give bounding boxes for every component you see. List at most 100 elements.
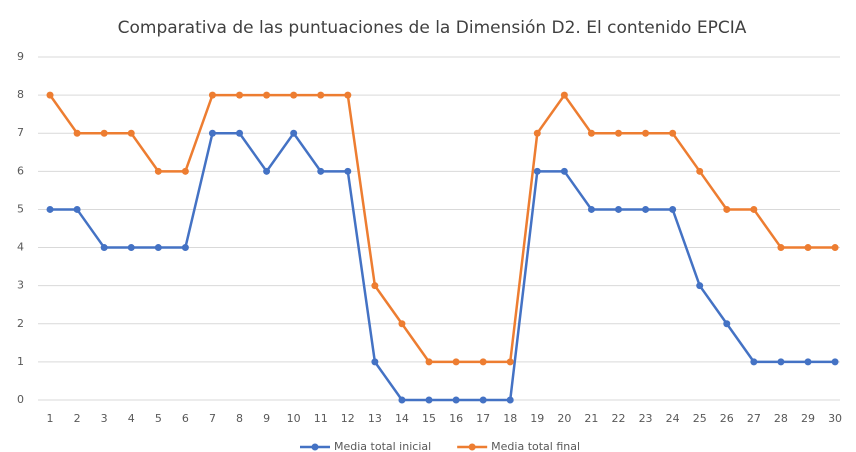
point <box>831 244 839 252</box>
point <box>669 205 677 213</box>
x-tick-label: 24 <box>666 412 680 425</box>
point <box>723 205 731 213</box>
point <box>236 91 244 99</box>
x-tick-label: 18 <box>503 412 517 425</box>
point <box>398 396 406 404</box>
point <box>154 167 162 175</box>
point <box>317 91 325 99</box>
legend-marker <box>468 443 476 451</box>
y-tick-label: 5 <box>17 202 24 215</box>
x-tick-label: 30 <box>828 412 842 425</box>
x-tick-label: 16 <box>449 412 463 425</box>
y-tick-label: 2 <box>17 317 24 330</box>
point <box>127 129 135 137</box>
y-tick-label: 1 <box>17 355 24 368</box>
series-line <box>50 131 836 402</box>
point <box>696 167 704 175</box>
x-tick-label: 4 <box>128 412 135 425</box>
x-tick-label: 27 <box>747 412 761 425</box>
point <box>127 244 135 252</box>
point <box>425 358 433 366</box>
point <box>560 91 568 99</box>
legend-label: Media total final <box>491 440 580 452</box>
x-tick-label: 22 <box>612 412 626 425</box>
point <box>398 320 406 328</box>
x-tick-label: 10 <box>287 412 301 425</box>
point <box>425 396 433 404</box>
x-tick-label: 15 <box>422 412 436 425</box>
x-tick-label: 13 <box>368 412 382 425</box>
point <box>452 358 460 366</box>
point <box>317 167 325 175</box>
y-tick-label: 6 <box>17 164 24 177</box>
point <box>208 91 216 99</box>
x-tick-label: 1 <box>47 412 54 425</box>
x-tick-label: 25 <box>693 412 707 425</box>
chart-title: Comparativa de las puntuaciones de la Di… <box>118 18 747 38</box>
point <box>723 320 731 328</box>
point <box>506 396 514 404</box>
point <box>533 167 541 175</box>
x-tick-label: 29 <box>801 412 815 425</box>
series-line <box>49 92 836 364</box>
point <box>533 129 541 137</box>
x-tick-label: 21 <box>584 412 598 425</box>
x-tick-label: 7 <box>209 412 216 425</box>
point <box>46 91 54 99</box>
point <box>452 396 460 404</box>
point <box>344 91 352 99</box>
point <box>479 396 487 404</box>
legend-marker <box>311 443 319 451</box>
y-tick-label: 8 <box>17 88 24 101</box>
point <box>831 358 839 366</box>
point <box>290 91 298 99</box>
point <box>263 167 271 175</box>
y-tick-label: 3 <box>17 279 24 292</box>
point <box>344 167 352 175</box>
y-tick-label: 7 <box>17 126 24 139</box>
legend-label: Media total inicial <box>334 440 431 452</box>
x-tick-label: 28 <box>774 412 788 425</box>
y-tick-label: 4 <box>17 241 24 254</box>
x-tick-label: 2 <box>74 412 81 425</box>
y-tick-label: 0 <box>17 393 24 406</box>
point <box>615 205 623 213</box>
point <box>587 129 595 137</box>
x-tick-label: 20 <box>557 412 571 425</box>
point <box>777 244 785 252</box>
x-tick-label: 9 <box>263 412 270 425</box>
point <box>804 244 812 252</box>
point <box>154 244 162 252</box>
x-tick-label: 3 <box>101 412 108 425</box>
x-tick-label: 6 <box>182 412 189 425</box>
point <box>615 129 623 137</box>
x-tick-label: 19 <box>530 412 544 425</box>
point <box>208 129 216 137</box>
point <box>587 205 595 213</box>
x-tick-label: 14 <box>395 412 409 425</box>
x-tick-label: 11 <box>314 412 328 425</box>
point <box>750 205 758 213</box>
x-tick-label: 23 <box>639 412 653 425</box>
point <box>777 358 785 366</box>
point <box>46 205 54 213</box>
point <box>290 129 298 137</box>
point <box>371 358 379 366</box>
point <box>642 129 650 137</box>
x-tick-label: 8 <box>236 412 243 425</box>
point <box>560 167 568 175</box>
point <box>263 91 271 99</box>
point <box>804 358 812 366</box>
point <box>642 205 650 213</box>
point <box>181 244 189 252</box>
point <box>73 205 81 213</box>
point <box>479 358 487 366</box>
x-tick-label: 26 <box>720 412 734 425</box>
point <box>371 282 379 290</box>
point <box>181 167 189 175</box>
x-tick-label: 5 <box>155 412 162 425</box>
point <box>236 129 244 137</box>
x-tick-label: 17 <box>476 412 490 425</box>
point <box>696 282 704 290</box>
